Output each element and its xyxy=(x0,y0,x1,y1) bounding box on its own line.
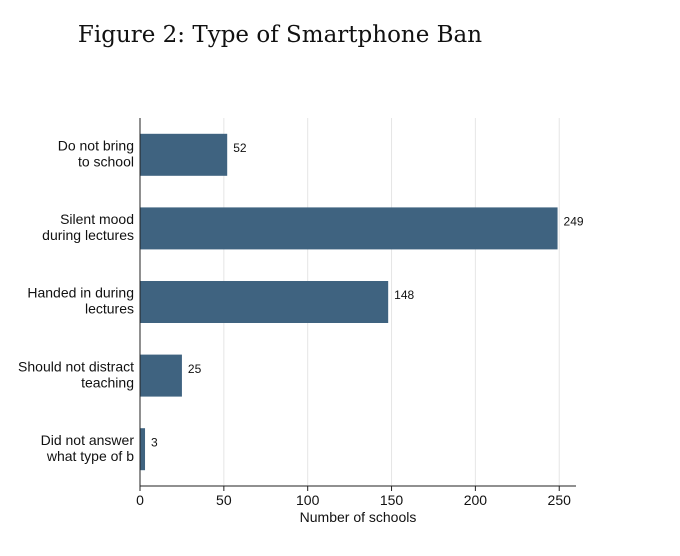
x-axis: 0 50 100 150 200 250 xyxy=(136,118,576,508)
data-label: 3 xyxy=(151,435,158,449)
figure-title: Figure 2: Type of Smartphone Ban xyxy=(77,22,483,48)
bar xyxy=(140,354,182,397)
category-label: Should not distract xyxy=(18,358,134,374)
category-label: Did not answer xyxy=(41,432,135,448)
bar xyxy=(140,428,146,471)
category-label: Handed in during xyxy=(27,285,134,301)
bars xyxy=(140,133,558,471)
x-tick-label: 0 xyxy=(136,492,144,508)
category-label: Do not bring xyxy=(58,138,134,154)
x-tick-label: 50 xyxy=(216,492,232,508)
category-label: lectures xyxy=(85,301,134,317)
category-label: during lectures xyxy=(42,227,134,243)
data-label: 249 xyxy=(564,215,584,229)
x-tick-label: 250 xyxy=(548,492,572,508)
category-label: to school xyxy=(78,154,134,170)
x-axis-title: Number of schools xyxy=(300,509,417,525)
category-label: what type of b xyxy=(46,448,134,464)
data-label: 52 xyxy=(233,141,247,155)
data-label: 25 xyxy=(188,362,202,376)
x-tick-label: 100 xyxy=(296,492,320,508)
bar xyxy=(140,207,558,250)
bar xyxy=(140,133,228,176)
data-label: 148 xyxy=(394,288,414,302)
data-labels: 52 249 148 25 3 xyxy=(151,141,584,449)
category-label: teaching xyxy=(81,374,134,390)
bar xyxy=(140,281,389,323)
x-tick-label: 200 xyxy=(464,492,488,508)
category-label: Silent mood xyxy=(60,211,134,227)
x-tick-label: 150 xyxy=(380,492,404,508)
